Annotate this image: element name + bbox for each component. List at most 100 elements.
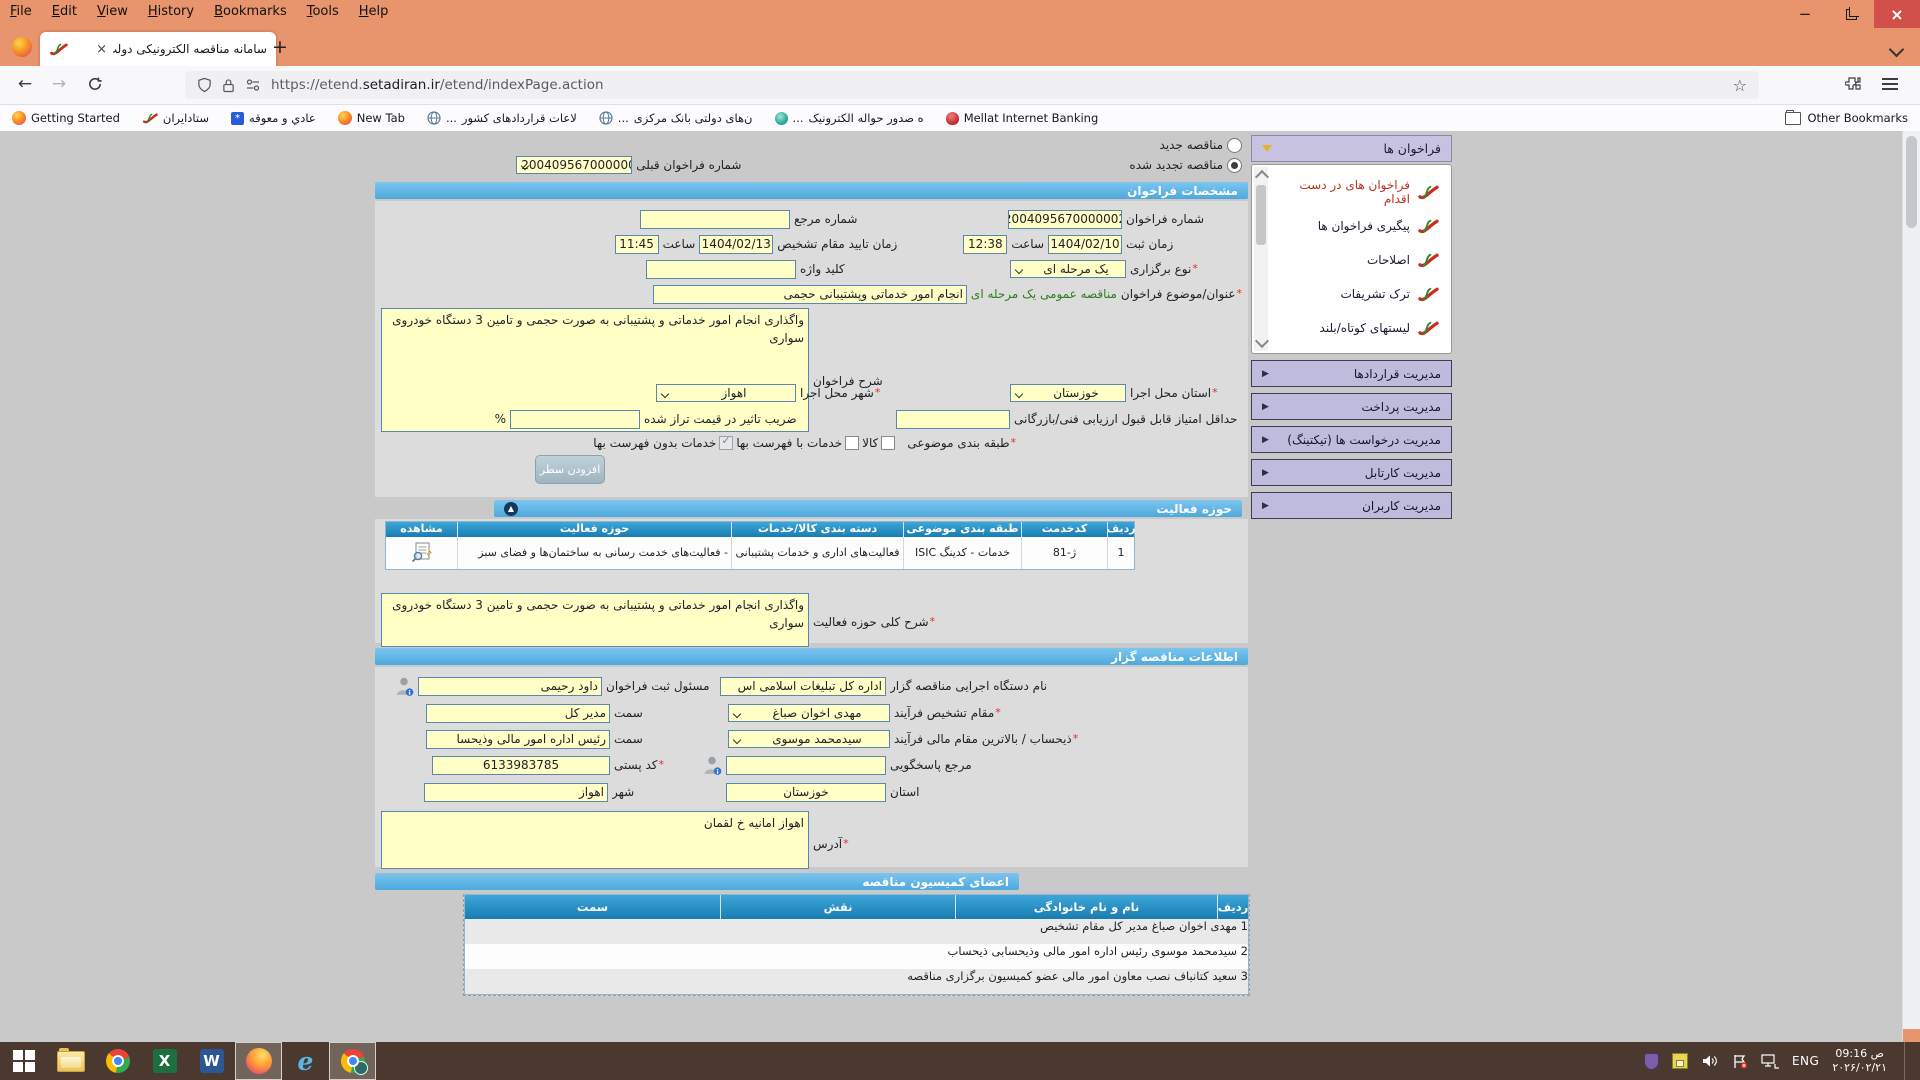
renewed-tender-radio[interactable] xyxy=(1227,157,1242,173)
restore-button[interactable] xyxy=(1828,0,1874,28)
view-details-icon[interactable] xyxy=(411,542,433,563)
bookmark-item[interactable]: New Tab xyxy=(337,111,405,125)
chrome-profile-button[interactable] xyxy=(329,1042,376,1080)
other-bookmarks[interactable]: Other Bookmarks xyxy=(1785,109,1908,125)
call-title-field[interactable]: انجام امور خدماتی وپشتیبانی حجمی xyxy=(652,284,967,304)
network-icon[interactable] xyxy=(1761,1053,1779,1069)
province-field[interactable]: خوزستان xyxy=(726,782,886,802)
lock-icon[interactable] xyxy=(222,78,235,93)
menu-history[interactable]: History xyxy=(147,4,195,19)
shield-icon[interactable] xyxy=(197,77,212,93)
menu-file[interactable]: File xyxy=(10,4,32,19)
bookmark-item[interactable]: ... ن‌های دولتی بانک مرکزی xyxy=(599,111,753,125)
menu-view[interactable]: View xyxy=(96,4,128,19)
keyword-field[interactable] xyxy=(646,259,796,279)
minimize-button[interactable]: − xyxy=(1798,5,1812,23)
person-icon[interactable] xyxy=(702,755,722,775)
new-tab-button[interactable]: + xyxy=(272,36,288,58)
ref-number-field[interactable] xyxy=(640,209,790,229)
call-number-field[interactable]: 2004095670000002 xyxy=(1008,209,1122,229)
exec-city-select[interactable]: اهواز xyxy=(656,384,796,402)
accordion-ticketing-management[interactable]: مدیریت درخواست ها (تیکتینگ) ▶ xyxy=(1251,426,1452,453)
show-desktop-button[interactable] xyxy=(1904,1042,1910,1080)
firefox-button[interactable] xyxy=(235,1042,282,1080)
tab-close-icon[interactable]: × xyxy=(96,41,108,57)
financial-officer-select[interactable]: سیدمحمد موسوی xyxy=(728,730,890,748)
bookmark-star-icon[interactable]: ☆ xyxy=(1732,75,1747,95)
responder-field[interactable] xyxy=(726,755,886,775)
bookmark-item[interactable]: ... ه صدور حواله الکترونیک xyxy=(774,111,924,125)
approve-date-field[interactable]: 1404/02/13 xyxy=(699,234,774,254)
sidebar-item-corrections[interactable]: اصلاحات xyxy=(1274,243,1439,277)
new-tender-radio[interactable] xyxy=(1227,137,1242,153)
excel-button[interactable]: X xyxy=(141,1042,188,1080)
goods-checkbox[interactable] xyxy=(881,436,896,450)
min-score-field[interactable] xyxy=(896,409,1010,429)
postal-code-field[interactable]: 6133983785 xyxy=(432,755,610,775)
sidebar-item-bypass-formalities[interactable]: ترک تشریفات xyxy=(1274,277,1439,311)
services-without-pricelist-checkbox[interactable] xyxy=(719,434,734,450)
action-center-flag-icon[interactable] xyxy=(1732,1054,1748,1069)
accordion-user-management[interactable]: مدیریت کاربران ▶ xyxy=(1251,492,1452,519)
firefox-icon[interactable] xyxy=(12,37,32,57)
post-field[interactable]: مدیر کل xyxy=(426,703,610,723)
address-textarea[interactable]: اهواز امانیه خ لقمان xyxy=(381,811,809,869)
browser-tab[interactable]: × سامانه مناقصه الکترونیکی دولت xyxy=(40,32,276,66)
sidebar-scrollbar[interactable] xyxy=(1254,167,1270,351)
collapse-icon[interactable]: ▲ xyxy=(504,501,518,516)
menu-tools[interactable]: Tools xyxy=(306,4,339,19)
sidebar-item-track-calls[interactable]: پیگیری فراخوان ها xyxy=(1274,209,1439,243)
start-button[interactable] xyxy=(0,1042,47,1080)
process-type-select[interactable]: یک مرحله ای xyxy=(1010,260,1126,278)
accordion-payment-management[interactable]: مدیریت پرداخت ▶ xyxy=(1251,393,1452,420)
taskbar-clock[interactable]: ص 09:16 ۲۰۲۶/۰۲/۲۱ xyxy=(1832,1047,1887,1076)
volume-icon[interactable] xyxy=(1701,1054,1719,1068)
file-explorer-button[interactable] xyxy=(47,1042,94,1080)
extensions-icon[interactable] xyxy=(1844,76,1862,97)
approve-time-field[interactable]: 11:45 xyxy=(614,234,659,254)
services-with-pricelist-checkbox[interactable] xyxy=(845,436,860,450)
back-button[interactable]: ← xyxy=(17,74,33,94)
url-text[interactable]: https://etend.setadiran.ir/etend/indexPa… xyxy=(271,77,604,93)
add-row-button[interactable]: افزودن سطر xyxy=(535,455,605,484)
bookmark-item[interactable]: Mellat Internet Banking xyxy=(945,111,1098,125)
register-time-field[interactable]: 12:38 xyxy=(963,234,1008,254)
bookmark-item[interactable]: ... لاعات قراردادهای کشور xyxy=(427,111,577,125)
agency-field[interactable]: اداره کل تبلیغات اسلامی اس xyxy=(720,676,886,696)
activity-description-textarea[interactable]: واگذاری انجام امور خدماتی و پشتیبانی به … xyxy=(381,593,809,647)
forward-button[interactable]: → xyxy=(51,74,67,94)
sidebar-item-inprogress-calls[interactable]: فراخوان های در دست اقدام xyxy=(1274,175,1439,209)
scroll-down-icon[interactable] xyxy=(1254,333,1270,349)
reload-button[interactable] xyxy=(84,76,106,97)
security-shield-icon[interactable] xyxy=(1643,1052,1659,1070)
exec-province-select[interactable]: خوزستان xyxy=(1010,384,1126,402)
page-scrollbar[interactable] xyxy=(1902,131,1920,1042)
sidebar-header-announcements[interactable]: فراخوان ها xyxy=(1251,135,1452,162)
bookmark-item[interactable]: ستادایران xyxy=(142,111,209,125)
permissions-icon[interactable] xyxy=(245,78,261,92)
language-indicator[interactable]: ENG xyxy=(1791,1054,1820,1068)
accordion-contract-management[interactable]: مدیریت قراردادها ▶ xyxy=(1251,360,1452,387)
register-date-field[interactable]: 1404/02/10 xyxy=(1048,234,1122,254)
menu-edit[interactable]: Edit xyxy=(51,4,77,19)
previous-call-number-select[interactable]: 2004095670000001 xyxy=(516,156,633,174)
city-field[interactable]: اهواز xyxy=(424,782,608,802)
menu-bookmarks[interactable]: Bookmarks xyxy=(214,4,287,19)
authority-select[interactable]: مهدی اخوان صباغ xyxy=(728,704,890,722)
sidebar-item-short-long-lists[interactable]: لیستهای کوتاه/بلند xyxy=(1274,311,1439,345)
url-bar[interactable]: https://etend.setadiran.ir/etend/indexPa… xyxy=(185,71,1759,99)
internet-explorer-button[interactable]: e xyxy=(282,1042,329,1080)
person-icon[interactable] xyxy=(394,676,414,696)
tab-list-chevron-icon[interactable] xyxy=(1888,41,1905,58)
save-tray-icon[interactable] xyxy=(1671,1053,1688,1069)
post-field[interactable]: رئیس اداره امور مالی وذیحسا xyxy=(426,729,610,749)
scroll-up-icon[interactable] xyxy=(1254,169,1270,185)
word-button[interactable]: W xyxy=(188,1042,235,1080)
scrollbar-thumb[interactable] xyxy=(1906,136,1917,228)
chrome-button[interactable] xyxy=(94,1042,141,1080)
menu-help[interactable]: Help xyxy=(358,4,389,19)
registrar-field[interactable]: داود رحیمی xyxy=(418,676,602,696)
scrollbar-thumb[interactable] xyxy=(1256,185,1266,245)
bookmark-item[interactable]: Getting Started xyxy=(12,111,120,125)
app-menu-icon[interactable] xyxy=(1882,78,1898,90)
